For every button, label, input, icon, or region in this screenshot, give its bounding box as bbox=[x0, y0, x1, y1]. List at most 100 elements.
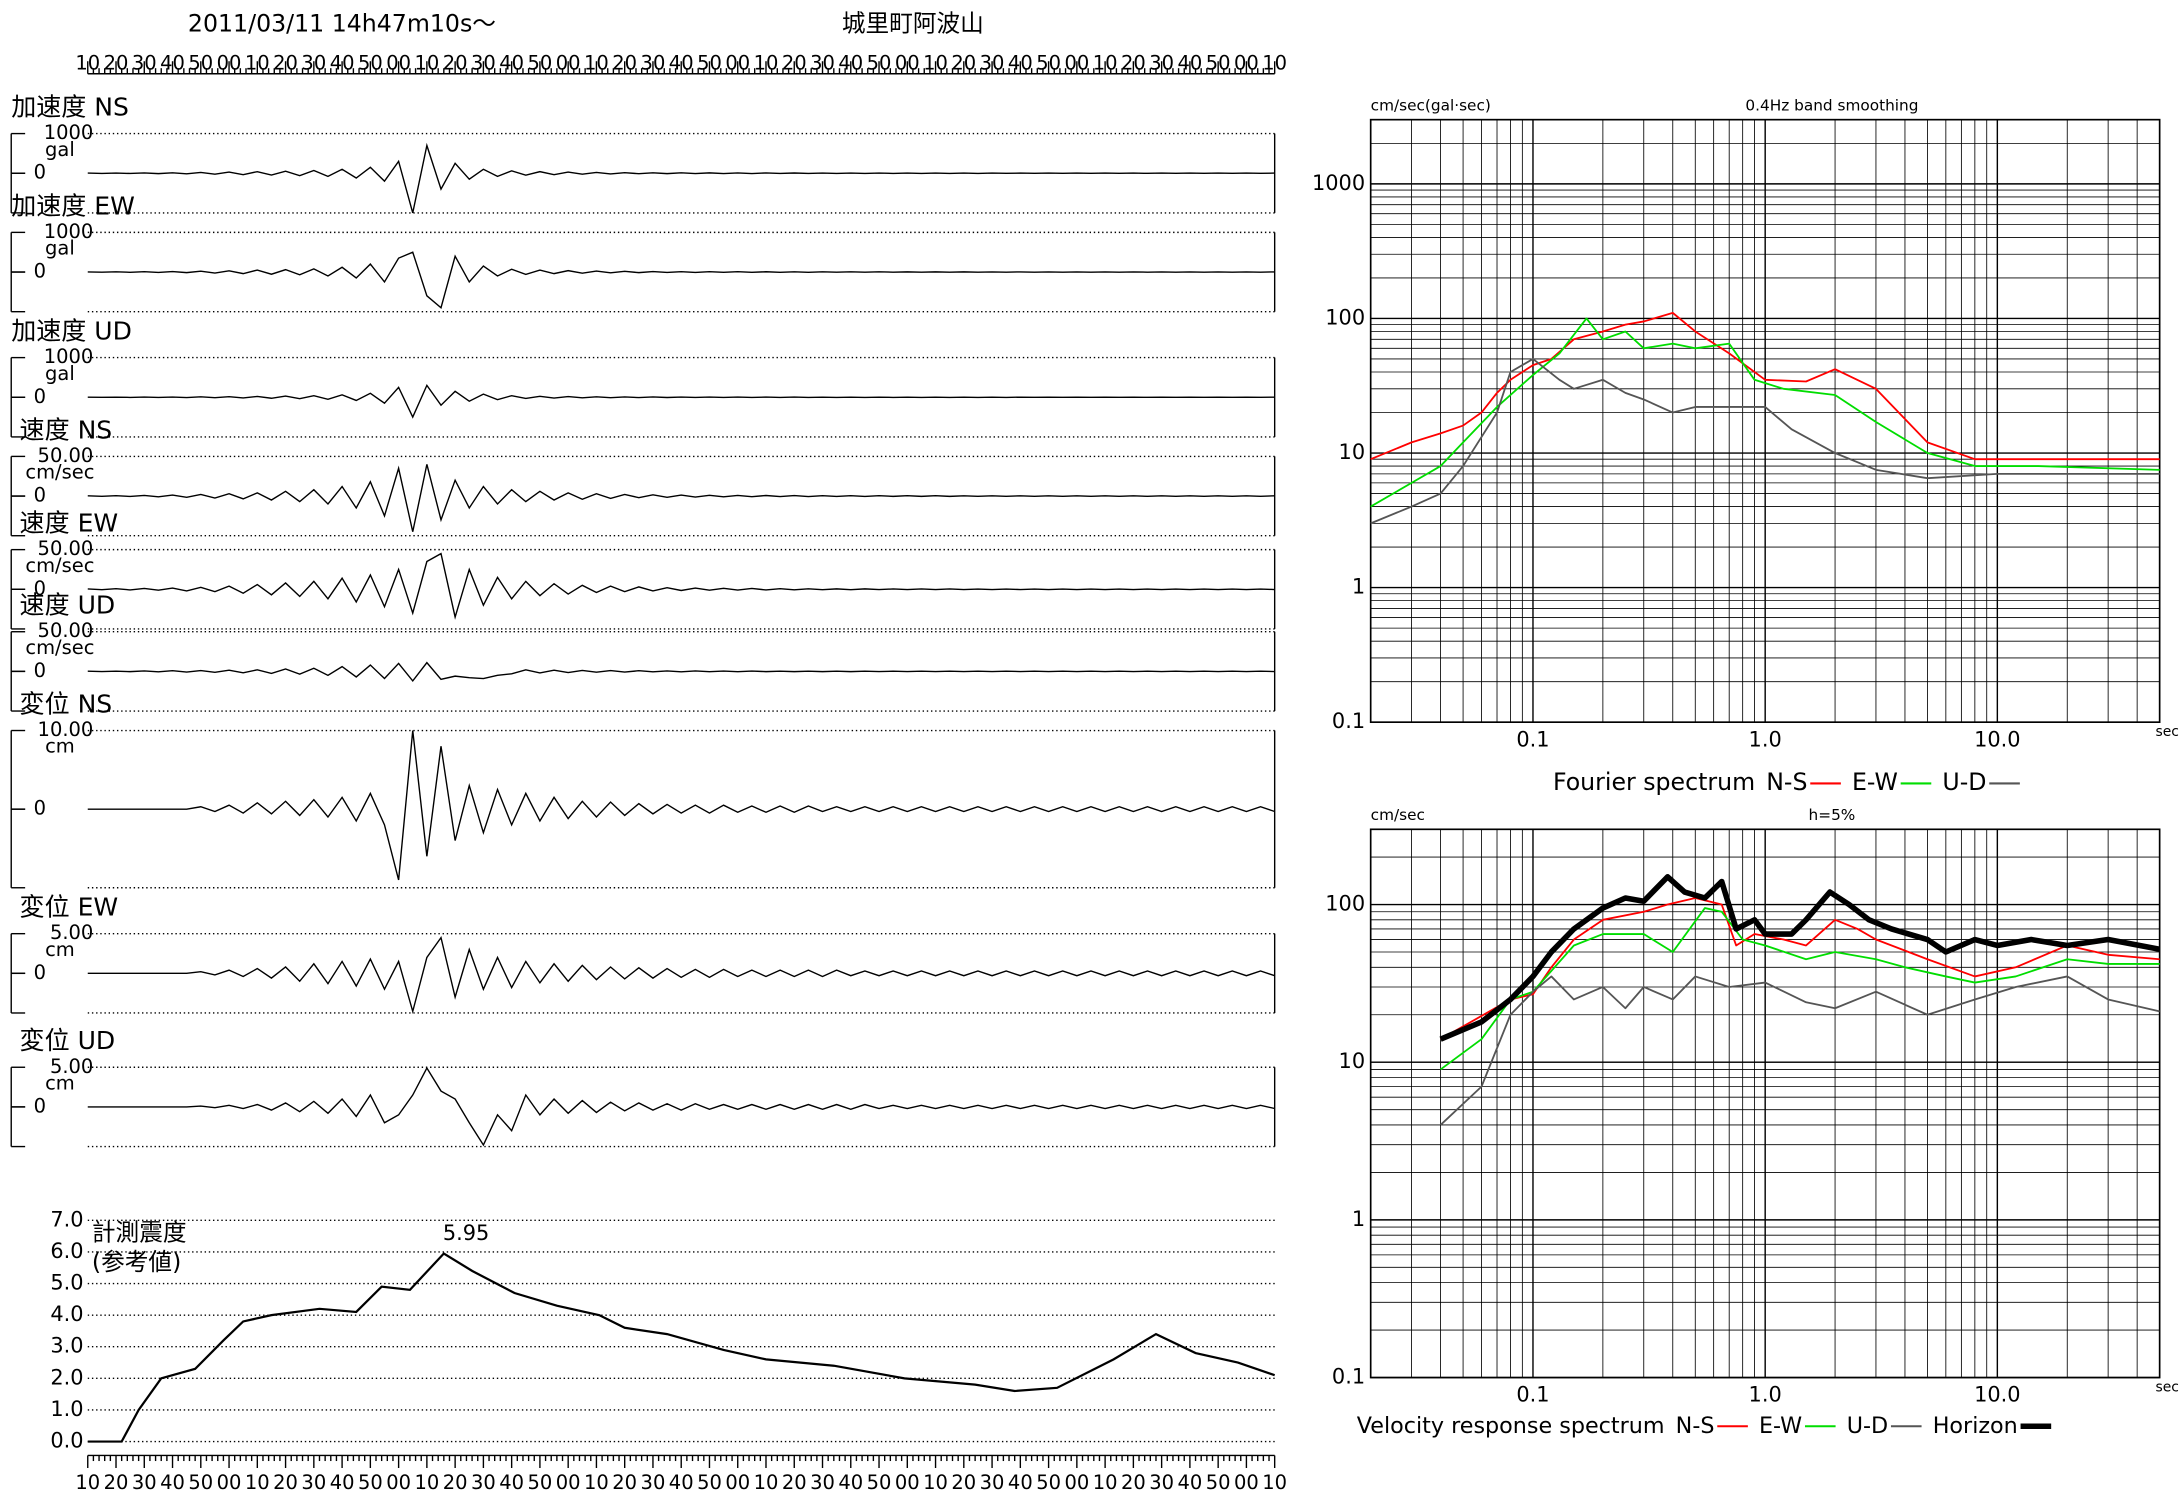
y-tick-label: 1000 bbox=[44, 345, 94, 368]
x-tick-label: 10 bbox=[414, 1471, 439, 1494]
x-tick-label: 20 bbox=[612, 1471, 637, 1494]
x-tick-label: 40 bbox=[1178, 1471, 1203, 1494]
legend-label: N-S bbox=[1766, 768, 1807, 796]
y-tick-label: 10.00 bbox=[38, 718, 94, 741]
x-tick-label: 00 bbox=[895, 1471, 920, 1494]
x-tick-label: 20 bbox=[273, 1471, 298, 1494]
title: 2011/03/11 14h47m10s～ bbox=[188, 10, 496, 38]
y-tick-label: 5.00 bbox=[50, 1055, 93, 1078]
x-tick-label: 40 bbox=[669, 52, 694, 75]
x-tick-label: 30 bbox=[641, 52, 666, 75]
x-tick-label: 20 bbox=[612, 52, 637, 75]
x-tick-label: 10.0 bbox=[1974, 1383, 2020, 1407]
legend-label: Horizon bbox=[1933, 1413, 2018, 1439]
x-tick-label: 30 bbox=[810, 1471, 835, 1494]
x-tick-label: 10 bbox=[1262, 1471, 1287, 1494]
y-axis-label: cm/sec bbox=[1371, 806, 1425, 824]
legend-label: E-W bbox=[1759, 1413, 1802, 1439]
spectrum-line bbox=[1439, 873, 2161, 1042]
x-tick-label: 50 bbox=[358, 1471, 383, 1494]
x-tick-label: 30 bbox=[132, 52, 157, 75]
y-tick-label: 0 bbox=[34, 385, 46, 408]
y-tick-label: 1 bbox=[1352, 575, 1365, 599]
y-tick-label: 7.0 bbox=[50, 1207, 83, 1231]
x-tick-label: 40 bbox=[1008, 52, 1033, 75]
y-tick-label: 50.00 bbox=[38, 444, 94, 467]
spectrum-line bbox=[1440, 897, 2160, 1040]
y-tick-label: 0.1 bbox=[1332, 1365, 1365, 1389]
y-tick-label: 50.00 bbox=[38, 537, 94, 560]
panel-label: 速度 NS bbox=[20, 415, 113, 444]
x-tick-label: 0.1 bbox=[1516, 1383, 1549, 1407]
x-tick-label: 30 bbox=[471, 1471, 496, 1494]
x-tick-label: 1.0 bbox=[1749, 1383, 1782, 1407]
waveform-trace bbox=[87, 251, 1275, 309]
unit-label: cm/sec bbox=[25, 461, 94, 484]
x-tick-label: 50 bbox=[697, 1471, 722, 1494]
x-tick-label: 30 bbox=[980, 1471, 1005, 1494]
plot-title: 0.4Hz band smoothing bbox=[1745, 96, 1918, 114]
x-tick-label: 20 bbox=[951, 52, 976, 75]
x-tick-label: 10 bbox=[923, 52, 948, 75]
x-axis-label: sec bbox=[2155, 724, 2178, 740]
x-tick-label: 00 bbox=[556, 1471, 581, 1494]
intensity-title: 計測震度 bbox=[92, 1219, 187, 1247]
x-tick-label: 20 bbox=[104, 52, 129, 75]
x-tick-label: 40 bbox=[1008, 1471, 1033, 1494]
intensity-subtitle: (参考値) bbox=[92, 1248, 181, 1276]
x-tick-label: 10 bbox=[584, 52, 609, 75]
y-tick-label: 0 bbox=[34, 1094, 46, 1117]
y-tick-label: 3.0 bbox=[50, 1334, 83, 1358]
x-tick-label: 20 bbox=[443, 1471, 468, 1494]
x-tick-label: 50 bbox=[358, 52, 383, 75]
y-tick-label: 1000 bbox=[44, 220, 94, 243]
x-tick-label: 50 bbox=[528, 52, 553, 75]
plot-frame bbox=[1369, 118, 2161, 724]
panel-label: 速度 UD bbox=[20, 591, 116, 620]
station: 城里町阿波山 bbox=[842, 10, 984, 38]
x-tick-label: 10.0 bbox=[1974, 727, 2020, 751]
panel-label: 速度 EW bbox=[20, 509, 119, 538]
x-tick-label: 40 bbox=[669, 1471, 694, 1494]
x-tick-label: 10 bbox=[75, 52, 100, 75]
y-tick-label: 1000 bbox=[44, 121, 94, 144]
x-tick-label: 00 bbox=[556, 52, 581, 75]
x-tick-label: 10 bbox=[754, 1471, 779, 1494]
x-tick-label: 20 bbox=[443, 52, 468, 75]
waveform-trace bbox=[87, 552, 1275, 620]
legend-title: Fourier spectrum bbox=[1553, 768, 1755, 796]
x-tick-label: 40 bbox=[499, 52, 524, 75]
x-tick-label: 30 bbox=[810, 52, 835, 75]
x-axis-label: sec bbox=[2155, 1379, 2178, 1395]
x-tick-label: 10 bbox=[1262, 52, 1287, 75]
legend-label: U-D bbox=[1942, 768, 1986, 796]
y-tick-label: 0 bbox=[34, 161, 46, 184]
unit-label: cm bbox=[45, 735, 75, 758]
panel-label: 加速度 UD bbox=[11, 317, 132, 346]
y-tick-label: 0.0 bbox=[50, 1429, 83, 1453]
x-tick-label: 1.0 bbox=[1749, 727, 1782, 751]
y-tick-label: 1 bbox=[1352, 1207, 1365, 1231]
x-tick-label: 00 bbox=[1064, 1471, 1089, 1494]
y-tick-label: 4.0 bbox=[50, 1302, 83, 1326]
spectrum-line bbox=[1370, 311, 2160, 461]
x-tick-label: 50 bbox=[1206, 1471, 1231, 1494]
x-tick-label: 10 bbox=[584, 1471, 609, 1494]
x-tick-label: 40 bbox=[1178, 52, 1203, 75]
x-tick-label: 00 bbox=[725, 1471, 750, 1494]
unit-label: cm bbox=[45, 1071, 75, 1094]
x-tick-label: 40 bbox=[330, 1471, 355, 1494]
spectrum-line bbox=[1439, 975, 2160, 1126]
x-tick-label: 40 bbox=[160, 52, 185, 75]
x-tick-label: 10 bbox=[245, 52, 270, 75]
unit-label: cm bbox=[45, 938, 75, 961]
y-tick-label: 0 bbox=[34, 577, 46, 600]
x-tick-label: 50 bbox=[867, 1471, 892, 1494]
panel-label: 加速度 NS bbox=[11, 93, 129, 122]
y-tick-label: 0 bbox=[34, 961, 46, 984]
x-tick-label: 00 bbox=[1234, 52, 1259, 75]
x-tick-label: 30 bbox=[1149, 1471, 1174, 1494]
y-tick-label: 6.0 bbox=[50, 1239, 83, 1263]
x-tick-label: 10 bbox=[1093, 52, 1118, 75]
